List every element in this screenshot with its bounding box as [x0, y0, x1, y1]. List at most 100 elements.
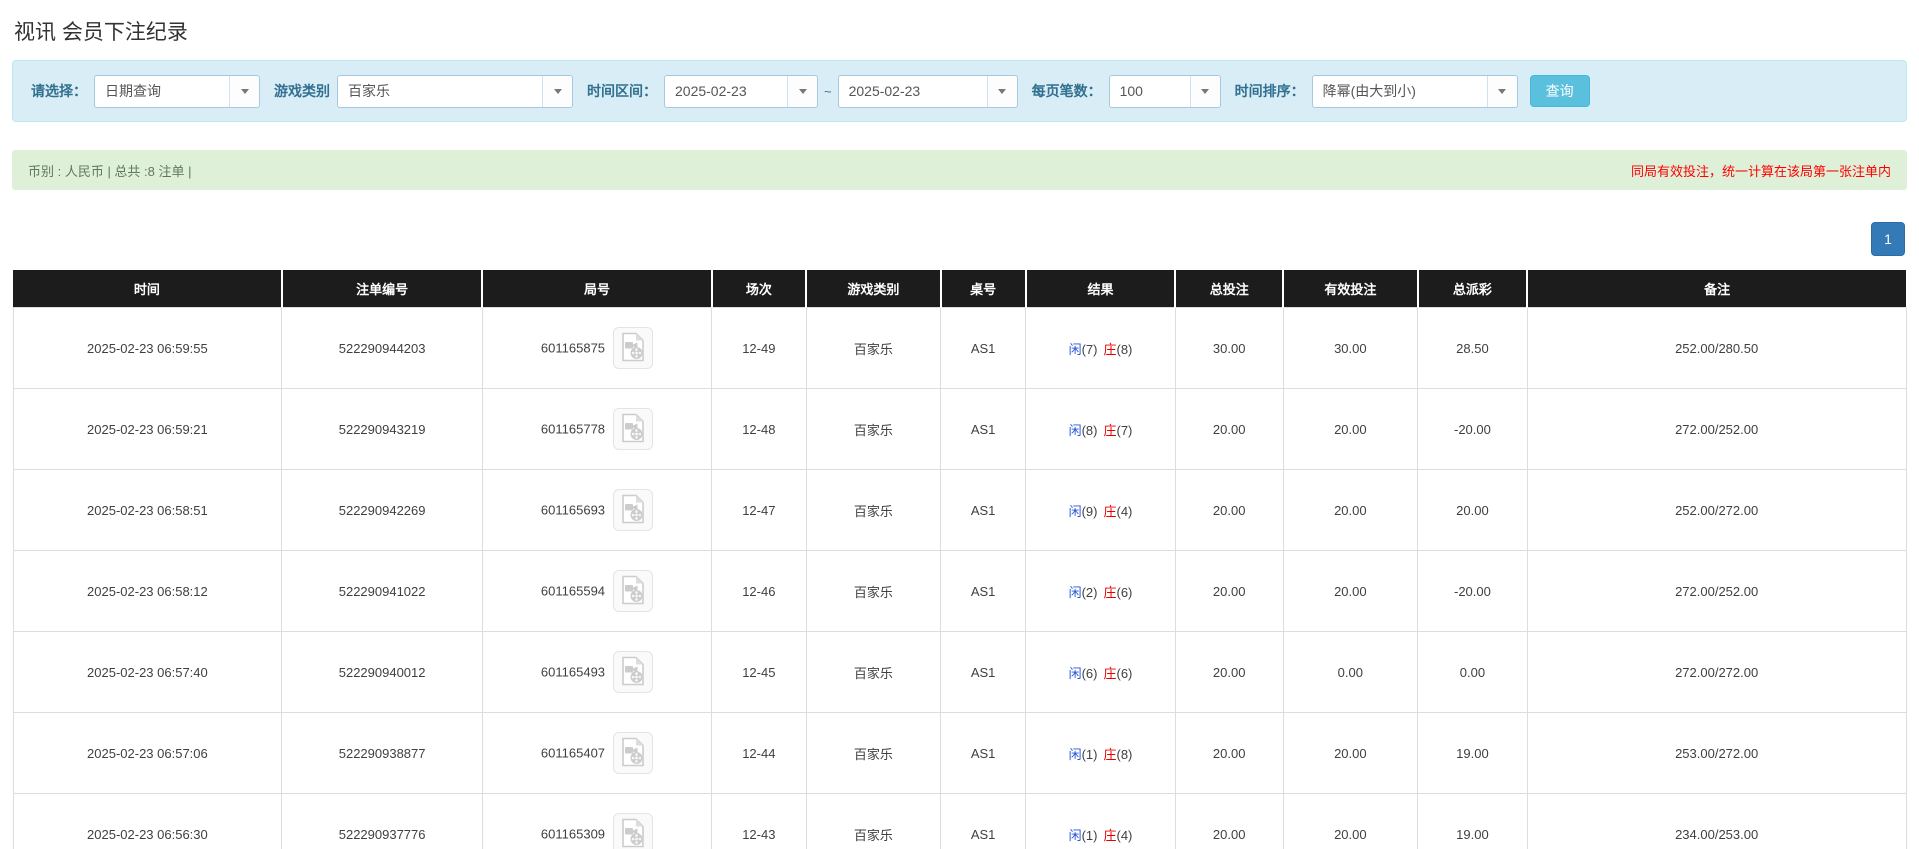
cell-time: 2025-02-23 06:58:51	[12, 469, 283, 551]
chevron-down-icon	[1486, 75, 1517, 107]
cell-bet-id: 522290940012	[281, 631, 483, 713]
game-type-select[interactable]: 百家乐	[337, 74, 573, 108]
cell-round: 601165778	[481, 388, 713, 470]
time-range-label: 时间区间：	[587, 83, 657, 99]
cell-total-bet-link[interactable]: 20.00	[1174, 550, 1284, 632]
cell-session: 12-48	[711, 388, 807, 470]
cell-table-no: AS1	[940, 712, 1027, 794]
date-from-select[interactable]: 2025-02-23	[664, 74, 818, 108]
banker-result-value: (8)	[1116, 746, 1133, 762]
video-replay-button[interactable]	[613, 651, 654, 693]
cell-session: 12-47	[711, 469, 807, 551]
cell-note: 272.00/252.00	[1526, 550, 1907, 632]
cell-valid-bet: 20.00	[1282, 550, 1419, 632]
banker-result-value: (4)	[1116, 827, 1133, 843]
chevron-down-icon	[986, 75, 1017, 107]
header-result: 结果	[1025, 270, 1177, 308]
cell-note: 252.00/280.50	[1526, 307, 1907, 389]
query-type-value: 日期查询	[105, 83, 161, 99]
player-result-label: 闲	[1068, 503, 1082, 519]
cell-bet-id: 522290942269	[281, 469, 483, 551]
sort-order-value: 降幂(由大到小)	[1322, 83, 1416, 99]
cell-valid-bet: 20.00	[1282, 388, 1419, 470]
sort-order-select[interactable]: 降幂(由大到小)	[1311, 74, 1518, 108]
cell-game-type: 百家乐	[805, 307, 942, 389]
chevron-down-icon	[787, 75, 817, 107]
cell-total-bet-link[interactable]: 20.00	[1174, 793, 1284, 849]
player-result-value: (1)	[1081, 827, 1098, 843]
cell-total-bet-link[interactable]: 20.00	[1174, 712, 1284, 794]
cell-total-bet-link[interactable]: 20.00	[1174, 469, 1284, 551]
player-result-label: 闲	[1068, 584, 1082, 600]
header-total-bet: 总投注	[1175, 270, 1285, 308]
per-page-value: 100	[1119, 83, 1143, 99]
cell-total-bet-link[interactable]: 20.00	[1174, 631, 1284, 713]
filter-bar: 请选择： 日期查询 游戏类别 百家乐 时间区间： 2025-02-23 ~ 20…	[12, 60, 1907, 122]
range-separator: ~	[824, 83, 832, 99]
page-1-button[interactable]: 1	[1871, 222, 1905, 256]
video-replay-button[interactable]	[613, 408, 654, 450]
cell-valid-bet: 30.00	[1282, 307, 1419, 389]
banker-result-label: 庄	[1103, 584, 1117, 600]
banker-result-label: 庄	[1103, 746, 1117, 762]
cell-payout: -20.00	[1417, 550, 1528, 632]
cell-bet-id: 522290941022	[281, 550, 483, 632]
player-result-value: (9)	[1081, 503, 1098, 519]
cell-total-bet-link[interactable]: 30.00	[1174, 307, 1284, 389]
cell-round: 601165493	[481, 631, 713, 713]
round-number: 601165693	[540, 502, 606, 518]
table-row: 2025-02-23 06:56:30 522290937776 6011653…	[12, 793, 1907, 849]
cell-bet-id: 522290944203	[281, 307, 483, 389]
player-result-value: (2)	[1081, 584, 1098, 600]
cell-result: 闲(6) 庄(6)	[1025, 631, 1176, 713]
cell-note: 234.00/253.00	[1526, 793, 1907, 849]
date-to-select[interactable]: 2025-02-23	[837, 74, 1018, 108]
cell-round: 601165407	[481, 712, 713, 794]
banker-result-label: 庄	[1103, 341, 1117, 357]
cell-result: 闲(2) 庄(6)	[1025, 550, 1176, 632]
cell-bet-id: 522290937776	[281, 793, 483, 849]
query-type-select[interactable]: 日期查询	[94, 74, 260, 108]
round-number: 601165594	[540, 583, 606, 599]
cell-valid-bet: 20.00	[1282, 469, 1419, 551]
header-table-no: 桌号	[940, 270, 1027, 308]
currency-summary: 币别 : 人民币 | 总共 :8 注单 |	[28, 163, 192, 179]
cell-total-bet-link[interactable]: 20.00	[1174, 388, 1284, 470]
cell-valid-bet: 0.00	[1282, 631, 1419, 713]
player-result-label: 闲	[1068, 746, 1082, 762]
video-replay-button[interactable]	[613, 813, 654, 849]
cell-table-no: AS1	[940, 307, 1027, 389]
cell-game-type: 百家乐	[805, 631, 942, 713]
cell-time: 2025-02-23 06:57:40	[12, 631, 283, 713]
table-row: 2025-02-23 06:59:21 522290943219 6011657…	[12, 388, 1907, 470]
banker-result-label: 庄	[1103, 422, 1117, 438]
video-replay-button[interactable]	[613, 489, 654, 531]
cell-game-type: 百家乐	[805, 469, 942, 551]
cell-session: 12-43	[711, 793, 807, 849]
chevron-down-icon	[1189, 75, 1220, 107]
banker-result-value: (6)	[1116, 584, 1133, 600]
header-time: 时间	[13, 270, 283, 308]
round-number: 601165875	[540, 340, 606, 356]
round-number: 601165493	[540, 664, 606, 680]
cell-time: 2025-02-23 06:57:06	[12, 712, 283, 794]
date-from-value: 2025-02-23	[675, 83, 747, 99]
per-page-select[interactable]: 100	[1108, 74, 1221, 108]
banker-result-value: (7)	[1116, 422, 1133, 438]
cell-valid-bet: 20.00	[1282, 793, 1419, 849]
summary-bar: 币别 : 人民币 | 总共 :8 注单 | 同局有效投注，统一计算在该局第一张注…	[12, 150, 1907, 190]
game-type-label: 游戏类别	[274, 83, 330, 99]
round-number: 601165309	[540, 826, 606, 842]
player-result-label: 闲	[1068, 827, 1082, 843]
cell-game-type: 百家乐	[805, 550, 942, 632]
cell-result: 闲(1) 庄(8)	[1025, 712, 1176, 794]
video-replay-button[interactable]	[613, 732, 654, 774]
cell-round: 601165875	[481, 307, 713, 389]
cell-game-type: 百家乐	[805, 388, 942, 470]
cell-session: 12-49	[711, 307, 807, 389]
search-button[interactable]: 查询	[1529, 75, 1590, 107]
video-replay-button[interactable]	[613, 570, 654, 612]
video-replay-button[interactable]	[613, 327, 654, 369]
table-row: 2025-02-23 06:57:40 522290940012 6011654…	[12, 631, 1907, 713]
